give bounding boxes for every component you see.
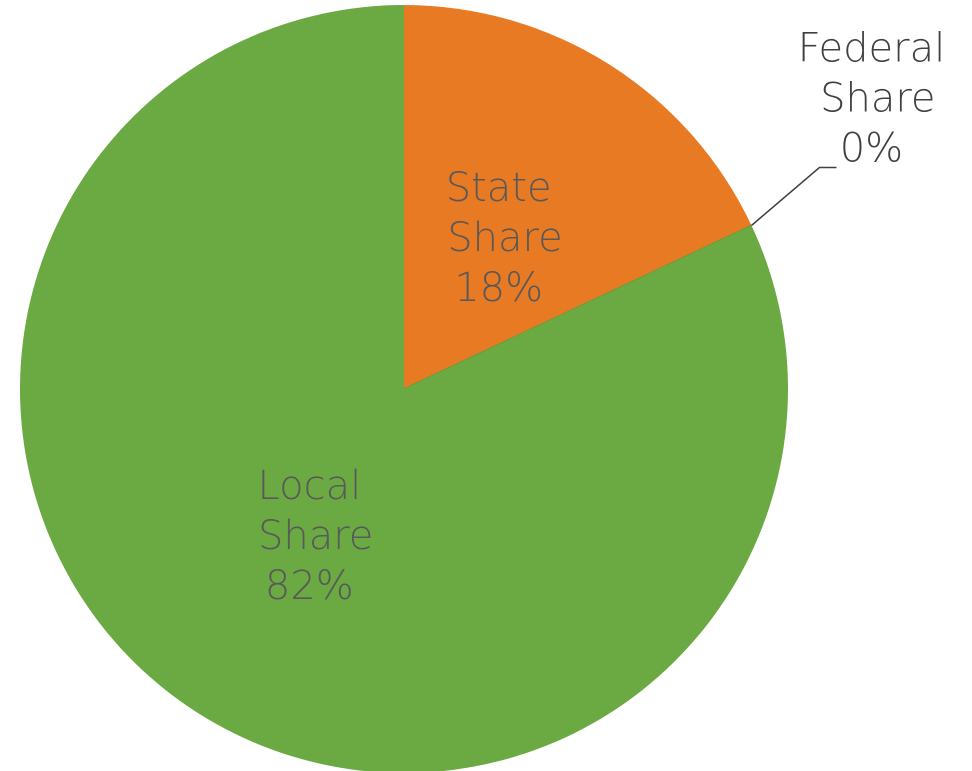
pie-slice <box>404 5 752 389</box>
value-label: 0% <box>840 126 903 172</box>
pie-slice <box>20 5 788 771</box>
value-label: 82% <box>265 563 354 609</box>
slice-label: Federal Share <box>798 26 946 122</box>
leader-line <box>750 166 837 227</box>
value-label: 18% <box>454 265 543 311</box>
slice-label: State Share <box>435 165 563 261</box>
slice-label: Local Share <box>245 463 373 559</box>
